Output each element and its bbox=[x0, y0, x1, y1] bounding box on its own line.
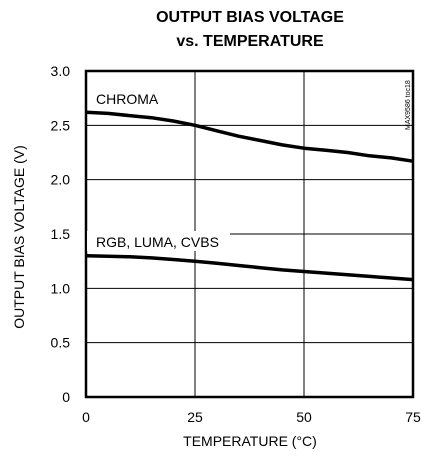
y-axis-label: OUTPUT BIAS VOLTAGE (V) bbox=[11, 145, 27, 329]
chart-code: MAX9586 toc18 bbox=[405, 80, 412, 130]
y-tick-labels: 0 0.5 1.0 1.5 2.0 2.5 3.0 bbox=[51, 63, 71, 405]
chart-subtitle: vs. TEMPERATURE bbox=[176, 33, 324, 50]
x-tick-label: 75 bbox=[405, 409, 421, 425]
x-tick-label: 50 bbox=[296, 409, 312, 425]
y-tick-label: 0.5 bbox=[51, 335, 71, 351]
x-tick-label: 0 bbox=[82, 409, 90, 425]
x-axis-label: TEMPERATURE (°C) bbox=[183, 433, 317, 449]
y-tick-label: 0 bbox=[62, 389, 70, 405]
plot-frame bbox=[84, 69, 415, 399]
x-tick-labels: 0 25 50 75 bbox=[82, 409, 421, 425]
rgb-label-bg bbox=[87, 231, 230, 251]
y-tick-label: 2.5 bbox=[51, 117, 71, 133]
series-lines bbox=[85, 110, 414, 282]
series-line-1 bbox=[85, 253, 414, 282]
y-tick-label: 2.0 bbox=[51, 172, 71, 188]
series-label-rgb-luma-cvbs: RGB, LUMA, CVBS bbox=[96, 234, 219, 250]
y-tick-label: 1.0 bbox=[51, 280, 71, 296]
series-line-0 bbox=[85, 110, 414, 163]
y-tick-label: 3.0 bbox=[51, 63, 71, 79]
y-tick-label: 1.5 bbox=[51, 226, 71, 242]
chroma-label-bg bbox=[88, 88, 168, 108]
chart-title: OUTPUT BIAS VOLTAGE bbox=[156, 9, 344, 26]
x-tick-label: 25 bbox=[187, 409, 203, 425]
series-label-chroma: CHROMA bbox=[96, 91, 159, 107]
